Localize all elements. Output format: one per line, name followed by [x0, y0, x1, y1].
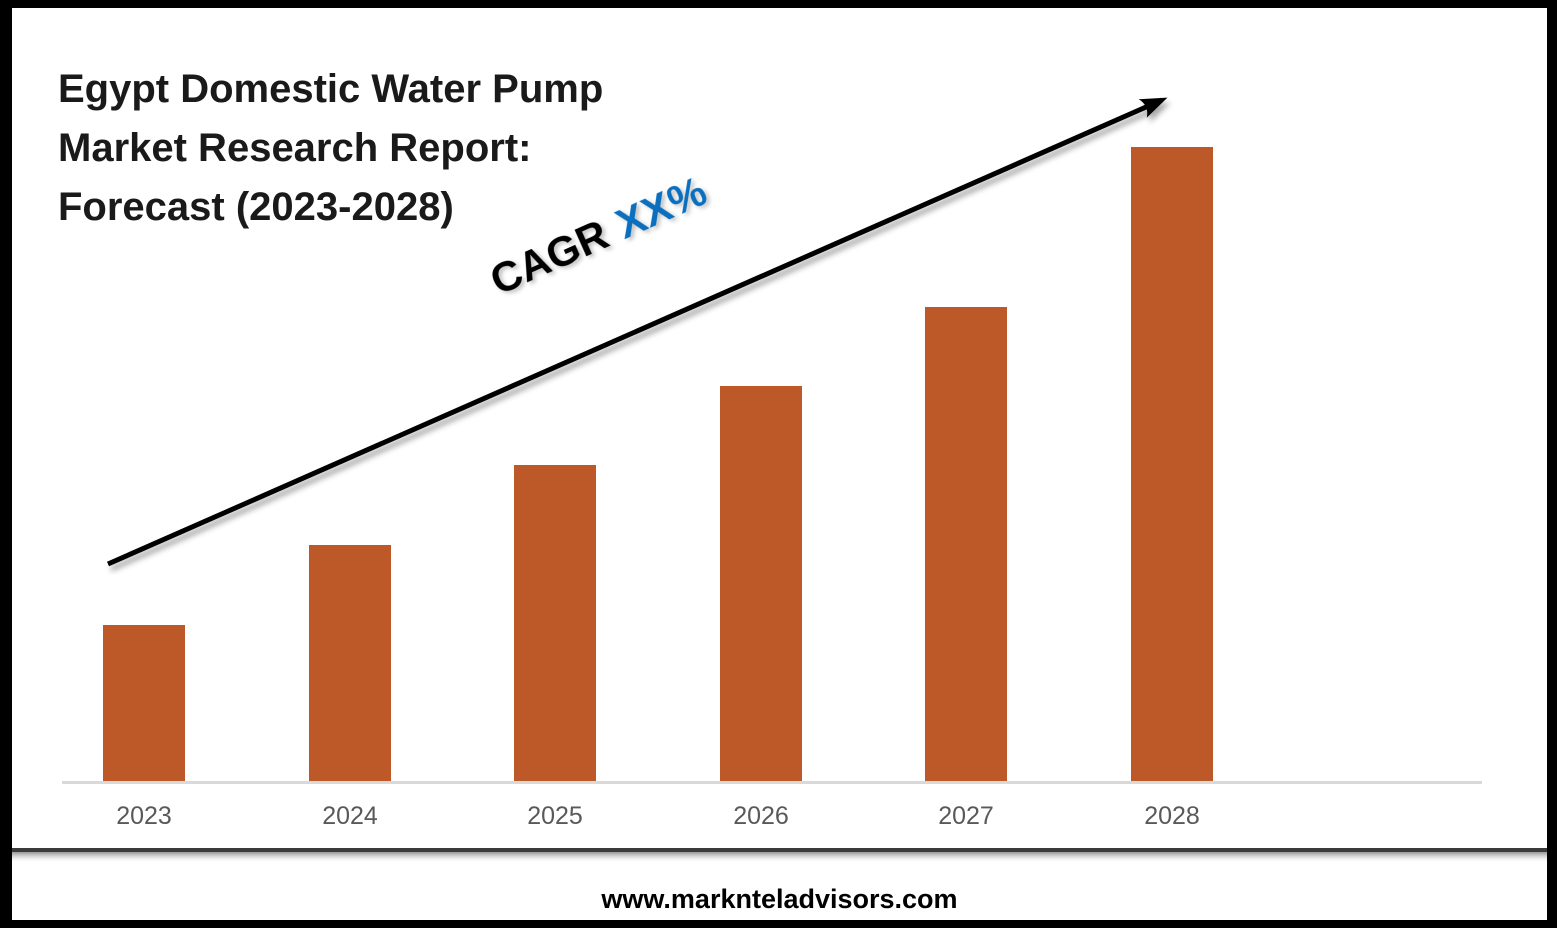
x-axis-label-2027: 2027 [938, 802, 994, 830]
bar-2023 [103, 625, 185, 782]
x-axis-line [62, 781, 1482, 784]
chart-title-line-1: Egypt Domestic Water Pump [58, 67, 604, 111]
chart-title-line-2: Market Research Report: [58, 126, 532, 170]
x-axis-label-2025: 2025 [527, 802, 583, 830]
bar-2027 [925, 307, 1007, 782]
chart-canvas: Egypt Domestic Water Pump Market Researc… [12, 8, 1547, 920]
x-axis-label-2024: 2024 [322, 802, 378, 830]
bar-2026 [720, 386, 802, 782]
chart-title: Egypt Domestic Water Pump Market Researc… [58, 60, 603, 237]
bar-2024 [309, 545, 391, 782]
cagr-value: XX% [608, 166, 714, 248]
footer-url: www.marknteladvisors.com [601, 884, 958, 914]
x-axis-label-2026: 2026 [733, 802, 789, 830]
chart-title-line-3: Forecast (2023-2028) [58, 185, 454, 229]
bar-2025 [514, 465, 596, 782]
bar-2028 [1131, 147, 1213, 782]
x-axis-label-2023: 2023 [116, 802, 172, 830]
x-axis-label-2028: 2028 [1144, 802, 1200, 830]
footer-divider [12, 848, 1547, 862]
